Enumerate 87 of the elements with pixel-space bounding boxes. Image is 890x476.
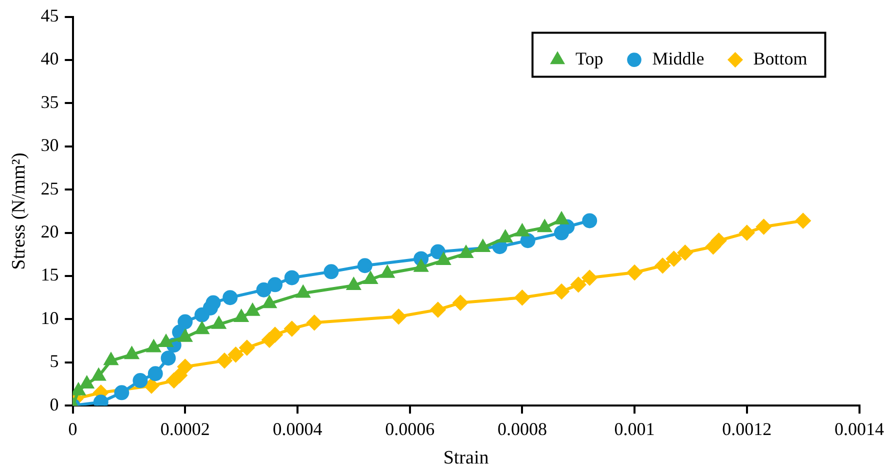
point	[414, 260, 428, 272]
x-tick-label: 0	[68, 419, 78, 440]
point	[520, 233, 536, 248]
point	[476, 240, 490, 252]
point	[554, 284, 570, 300]
point	[306, 315, 322, 330]
point	[452, 295, 468, 310]
x-tick-label: 0.0014	[834, 419, 884, 440]
x-tick-label: 0.0002	[160, 419, 210, 440]
point	[346, 278, 360, 290]
point	[570, 277, 586, 292]
y-tick-label: 10	[40, 308, 59, 328]
y-tick-label: 20	[40, 222, 59, 242]
point	[627, 265, 642, 280]
y-tick-label: 40	[40, 48, 59, 69]
y-tick-label: 0	[50, 394, 59, 414]
point	[104, 353, 118, 366]
point	[159, 335, 173, 348]
point	[172, 368, 188, 383]
point	[178, 314, 193, 330]
point	[239, 340, 254, 356]
point	[516, 224, 529, 236]
point	[256, 282, 272, 298]
point	[296, 286, 310, 298]
point	[459, 246, 473, 258]
point	[216, 353, 232, 368]
point	[268, 327, 283, 342]
point	[756, 219, 772, 234]
x-tick-label: 0.0006	[385, 419, 435, 440]
point	[92, 368, 106, 381]
point	[380, 266, 394, 278]
x-tick-label: 0.0012	[722, 419, 772, 440]
x-tick-label: 0.0008	[497, 419, 547, 440]
y-tick-label: 30	[40, 135, 59, 156]
point	[430, 244, 446, 260]
point	[498, 230, 512, 242]
point	[582, 213, 598, 228]
point	[514, 290, 530, 306]
point	[178, 359, 193, 374]
point	[160, 350, 176, 366]
point	[212, 316, 226, 329]
point	[222, 290, 238, 306]
x-tick-label: 0.0004	[272, 419, 322, 440]
point	[148, 366, 163, 382]
point	[666, 251, 682, 266]
point	[114, 385, 130, 400]
point	[268, 277, 283, 292]
legend-label: Middle	[652, 48, 704, 69]
point	[391, 309, 406, 324]
y-tick-label: 15	[40, 264, 59, 285]
y-axis-title: Stress (N/mm²)	[8, 152, 30, 270]
point	[284, 270, 300, 286]
y-tick-label: 5	[50, 351, 59, 372]
point	[80, 376, 94, 388]
point	[678, 245, 693, 260]
point	[146, 340, 160, 352]
point	[554, 212, 568, 224]
y-tick-label: 35	[40, 92, 59, 112]
point	[711, 233, 726, 248]
point	[739, 225, 754, 240]
point	[284, 321, 300, 336]
x-axis-title: Strain	[443, 448, 490, 469]
point	[195, 322, 209, 334]
point	[246, 304, 260, 316]
legend-label: Bottom	[753, 48, 808, 69]
point	[582, 270, 598, 286]
y-tick-label: 45	[40, 6, 59, 26]
point	[262, 296, 276, 308]
point	[125, 347, 138, 360]
point	[364, 272, 378, 284]
point	[228, 347, 244, 362]
point	[144, 378, 159, 394]
point	[234, 310, 248, 322]
y-tick-label: 25	[40, 178, 59, 198]
point	[655, 258, 670, 274]
point	[436, 252, 450, 265]
point	[357, 258, 372, 274]
point	[324, 264, 339, 280]
x-tick-label: 0.001	[614, 419, 655, 440]
point	[796, 213, 811, 228]
point	[72, 383, 86, 396]
point	[538, 220, 552, 232]
point	[132, 373, 148, 388]
point	[430, 302, 446, 318]
point	[178, 330, 192, 342]
legend-label: Top	[576, 48, 604, 69]
point	[206, 295, 221, 310]
